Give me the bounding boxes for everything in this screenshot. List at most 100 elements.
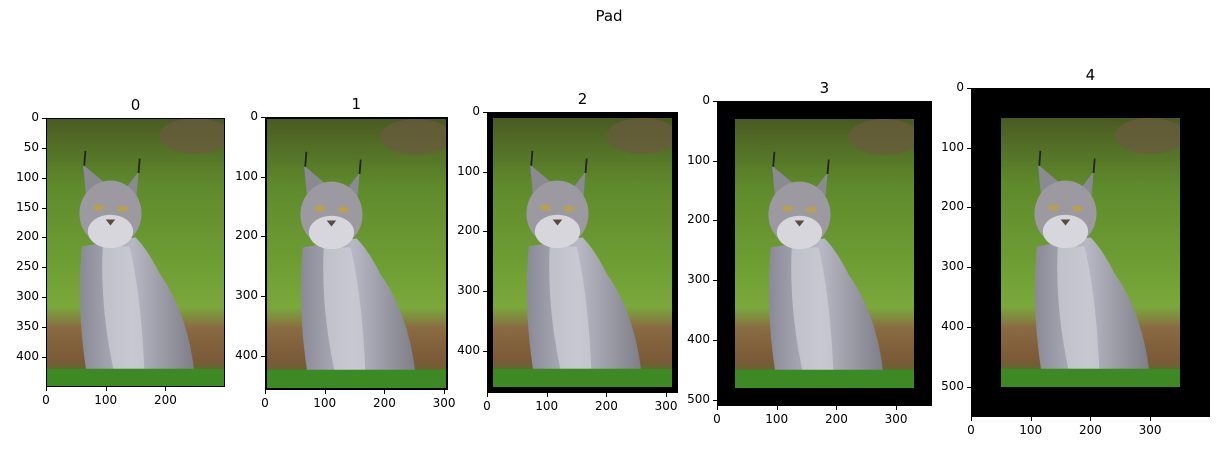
x-tick-mark xyxy=(1090,416,1092,421)
x-tick-mark xyxy=(776,406,778,411)
x-tick-label: 300 xyxy=(884,412,908,427)
image-axes xyxy=(487,112,679,394)
y-tick-mark xyxy=(483,231,487,233)
x-tick-label: 0 xyxy=(483,399,491,414)
x-tick-label: 200 xyxy=(153,393,177,408)
y-tick-label: 500 xyxy=(941,378,964,393)
y-tick-mark xyxy=(261,236,265,238)
panel-title: 4 xyxy=(1085,66,1096,84)
x-tick-label: 100 xyxy=(94,393,118,408)
lynx-image xyxy=(1000,117,1180,388)
y-tick-label: 200 xyxy=(16,229,39,244)
y-tick-mark xyxy=(42,356,46,358)
image-axes xyxy=(46,118,226,388)
y-tick-label: 400 xyxy=(16,348,39,363)
y-tick-mark xyxy=(261,296,265,298)
y-tick-label: 0 xyxy=(956,80,964,94)
panel-title: 3 xyxy=(819,79,830,97)
y-tick-mark xyxy=(42,118,46,119)
y-tick-label: 300 xyxy=(687,272,710,287)
y-tick-label: 300 xyxy=(16,289,39,304)
y-tick-mark xyxy=(42,326,46,328)
y-tick-label: 100 xyxy=(687,152,710,167)
y-tick-label: 300 xyxy=(235,288,258,303)
x-tick-mark xyxy=(666,393,668,398)
y-tick-label: 500 xyxy=(687,391,710,406)
y-tick-label: 200 xyxy=(235,228,258,243)
y-tick-label: 200 xyxy=(457,223,480,238)
y-tick-label: 300 xyxy=(941,259,964,274)
image-axes xyxy=(265,117,448,390)
y-tick-label: 100 xyxy=(941,139,964,154)
y-tick-mark xyxy=(483,112,487,113)
y-tick-label: 400 xyxy=(457,342,480,357)
x-tick-mark xyxy=(46,387,47,392)
x-tick-label: 200 xyxy=(824,412,848,427)
x-tick-label: 0 xyxy=(261,395,269,410)
y-tick-label: 0 xyxy=(250,109,258,123)
lynx-image xyxy=(734,118,914,389)
x-tick-label: 100 xyxy=(535,399,559,414)
y-tick-mark xyxy=(967,386,971,388)
y-tick-label: 250 xyxy=(16,259,39,274)
y-tick-mark xyxy=(261,176,265,178)
y-tick-label: 150 xyxy=(16,199,39,214)
x-tick-label: 100 xyxy=(765,412,789,427)
y-tick-mark xyxy=(261,355,265,357)
y-tick-label: 350 xyxy=(16,318,39,333)
x-tick-label: 200 xyxy=(594,399,618,414)
y-tick-mark xyxy=(42,267,46,269)
x-tick-label: 0 xyxy=(967,422,975,437)
y-tick-mark xyxy=(967,326,971,328)
panel-title: 1 xyxy=(351,95,362,113)
x-tick-label: 100 xyxy=(313,395,337,410)
y-tick-mark xyxy=(42,177,46,179)
y-tick-label: 0 xyxy=(702,93,710,107)
y-tick-label: 100 xyxy=(16,169,39,184)
y-tick-label: 0 xyxy=(31,110,39,124)
y-tick-mark xyxy=(713,220,717,222)
y-tick-label: 400 xyxy=(235,347,258,362)
x-tick-mark xyxy=(606,393,608,398)
x-tick-label: 300 xyxy=(432,395,456,410)
y-tick-mark xyxy=(261,117,265,118)
x-tick-mark xyxy=(487,393,488,398)
y-tick-mark xyxy=(42,297,46,299)
panel-title: 0 xyxy=(130,96,141,114)
x-tick-mark xyxy=(971,416,972,421)
panel-title: 2 xyxy=(577,90,588,108)
x-tick-mark xyxy=(165,387,167,392)
y-tick-mark xyxy=(713,280,717,282)
y-tick-mark xyxy=(967,207,971,209)
figure-suptitle: Pad xyxy=(595,7,623,25)
y-tick-label: 50 xyxy=(23,139,39,154)
y-tick-mark xyxy=(483,171,487,173)
y-tick-label: 400 xyxy=(941,318,964,333)
lynx-image xyxy=(266,118,446,389)
image-axes xyxy=(717,101,932,407)
y-tick-mark xyxy=(967,267,971,269)
y-tick-mark xyxy=(42,147,46,149)
x-tick-label: 300 xyxy=(1138,422,1162,437)
y-tick-label: 200 xyxy=(687,212,710,227)
y-tick-label: 0 xyxy=(472,104,480,118)
y-tick-mark xyxy=(483,350,487,352)
lynx-image xyxy=(47,119,225,387)
x-tick-mark xyxy=(1030,416,1032,421)
x-tick-mark xyxy=(384,389,386,394)
y-tick-mark xyxy=(713,339,717,341)
y-tick-label: 300 xyxy=(457,283,480,298)
y-tick-label: 100 xyxy=(235,168,258,183)
lynx-image xyxy=(492,117,673,388)
y-tick-label: 400 xyxy=(687,331,710,346)
x-tick-mark xyxy=(896,406,898,411)
y-tick-mark xyxy=(483,291,487,293)
x-tick-label: 100 xyxy=(1019,422,1043,437)
y-tick-mark xyxy=(713,101,717,102)
x-tick-mark xyxy=(1150,416,1152,421)
x-tick-mark xyxy=(444,389,446,394)
x-tick-mark xyxy=(265,389,266,394)
image-axes xyxy=(971,88,1210,417)
y-tick-label: 100 xyxy=(457,163,480,178)
